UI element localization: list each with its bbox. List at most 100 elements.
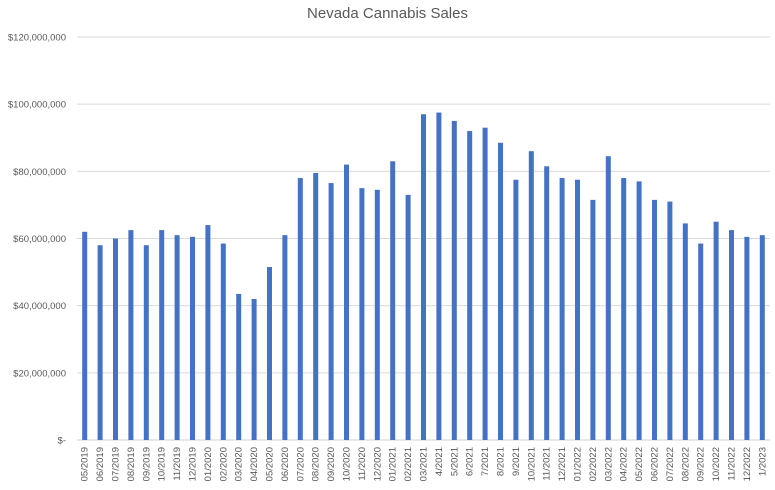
bar xyxy=(636,181,642,440)
y-tick-label: $20,000,000 xyxy=(13,368,66,379)
x-tick-label: 08/2022 xyxy=(680,447,691,481)
bar xyxy=(698,243,704,440)
bar xyxy=(113,238,118,440)
bar xyxy=(313,173,319,440)
x-tick-label: 08/2020 xyxy=(311,447,322,481)
bar xyxy=(251,298,257,440)
bar xyxy=(713,221,719,440)
x-tick-label: 9/2021 xyxy=(511,447,522,476)
chart-title: Nevada Cannabis Sales xyxy=(307,5,468,22)
x-tick-label: 01/2020 xyxy=(203,447,214,481)
bar xyxy=(190,236,195,440)
bar xyxy=(575,179,580,441)
bar xyxy=(405,194,411,440)
bar xyxy=(82,231,88,440)
x-tick-label: 1/2023 xyxy=(757,447,768,476)
bar xyxy=(482,127,488,441)
bar xyxy=(143,245,149,440)
x-tick-label: 11/2021 xyxy=(542,447,553,481)
x-tick-label: 5/2021 xyxy=(449,447,460,476)
bar xyxy=(451,120,457,441)
y-tick-label: $120,000,000 xyxy=(8,33,66,44)
bar xyxy=(297,178,303,441)
bar xyxy=(282,235,288,440)
x-tick-label: 11/2022 xyxy=(727,447,738,481)
y-tick-label: $- xyxy=(58,436,66,447)
x-tick-label: 03/2021 xyxy=(419,447,430,481)
x-tick-label: 7/2021 xyxy=(480,447,491,476)
x-tick-label: 08/2019 xyxy=(126,447,137,481)
x-tick-label: 07/2019 xyxy=(111,447,122,481)
x-tick-label: 02/2022 xyxy=(588,447,599,481)
x-tick-label: 05/2019 xyxy=(80,447,91,481)
bar xyxy=(513,179,519,441)
bar xyxy=(205,225,211,440)
bar xyxy=(374,189,380,440)
bar xyxy=(436,112,442,440)
bar xyxy=(729,230,734,440)
x-tick-label: 03/2022 xyxy=(603,447,614,481)
y-tick-label: $60,000,000 xyxy=(13,234,66,245)
x-tick-label: 02/2020 xyxy=(218,447,229,481)
bar xyxy=(236,293,242,440)
x-tick-label: 06/2022 xyxy=(650,447,661,481)
x-tick-label: 10/2021 xyxy=(526,447,537,481)
x-tick-label: 09/2019 xyxy=(141,447,152,481)
x-tick-label: 03/2020 xyxy=(234,447,245,481)
x-tick-label: 12/2019 xyxy=(188,447,199,481)
x-tick-label: 07/2020 xyxy=(295,447,306,481)
bar xyxy=(559,178,565,441)
bar xyxy=(128,230,134,440)
bar xyxy=(328,183,334,440)
bar xyxy=(159,230,165,440)
x-tick-label: 4/2021 xyxy=(434,447,445,476)
x-tick-label: 8/2021 xyxy=(496,447,507,476)
y-tick-label: $40,000,000 xyxy=(13,301,66,312)
bar xyxy=(544,166,550,441)
bar xyxy=(344,164,349,440)
bar xyxy=(744,236,750,440)
x-tick-label: 04/2020 xyxy=(249,447,260,481)
y-tick-label: $80,000,000 xyxy=(13,167,66,178)
bar xyxy=(528,151,534,440)
bar xyxy=(667,201,673,440)
x-tick-label: 09/2020 xyxy=(326,447,337,481)
bar xyxy=(682,223,688,440)
x-tick-label: 05/2022 xyxy=(634,447,645,481)
bar xyxy=(390,161,396,440)
x-tick-label: 05/2020 xyxy=(265,447,276,481)
x-tick-label: 11/2019 xyxy=(172,447,183,481)
x-tick-label: 01/2022 xyxy=(573,447,584,481)
bar xyxy=(467,131,473,440)
x-tick-label: 07/2022 xyxy=(665,447,676,481)
x-tick-label: 02/2021 xyxy=(403,447,414,481)
bar xyxy=(590,199,596,440)
bar xyxy=(97,245,103,440)
bar xyxy=(421,114,426,441)
bar xyxy=(605,156,611,440)
bar xyxy=(174,235,180,440)
bar xyxy=(759,235,765,440)
x-tick-label: 01/2021 xyxy=(388,447,399,481)
bar xyxy=(652,199,657,440)
x-tick-label: 06/2019 xyxy=(95,447,106,481)
bar xyxy=(498,142,503,441)
x-tick-label: 06/2020 xyxy=(280,447,291,481)
bar xyxy=(267,267,272,440)
y-tick-label: $100,000,000 xyxy=(8,100,66,111)
bar xyxy=(220,243,226,440)
bar xyxy=(359,188,365,441)
x-tick-label: 09/2022 xyxy=(696,447,707,481)
x-tick-label: 6/2021 xyxy=(465,447,476,476)
x-tick-label: 10/2020 xyxy=(342,447,353,481)
bar xyxy=(621,178,627,441)
x-tick-label: 12/2021 xyxy=(557,447,568,481)
x-tick-label: 10/2019 xyxy=(157,447,168,481)
x-tick-label: 11/2020 xyxy=(357,447,368,481)
x-tick-label: 10/2022 xyxy=(711,447,722,481)
x-tick-label: 12/2020 xyxy=(372,447,383,481)
x-tick-label: 12/2022 xyxy=(742,447,753,481)
x-tick-label: 04/2022 xyxy=(619,447,630,481)
